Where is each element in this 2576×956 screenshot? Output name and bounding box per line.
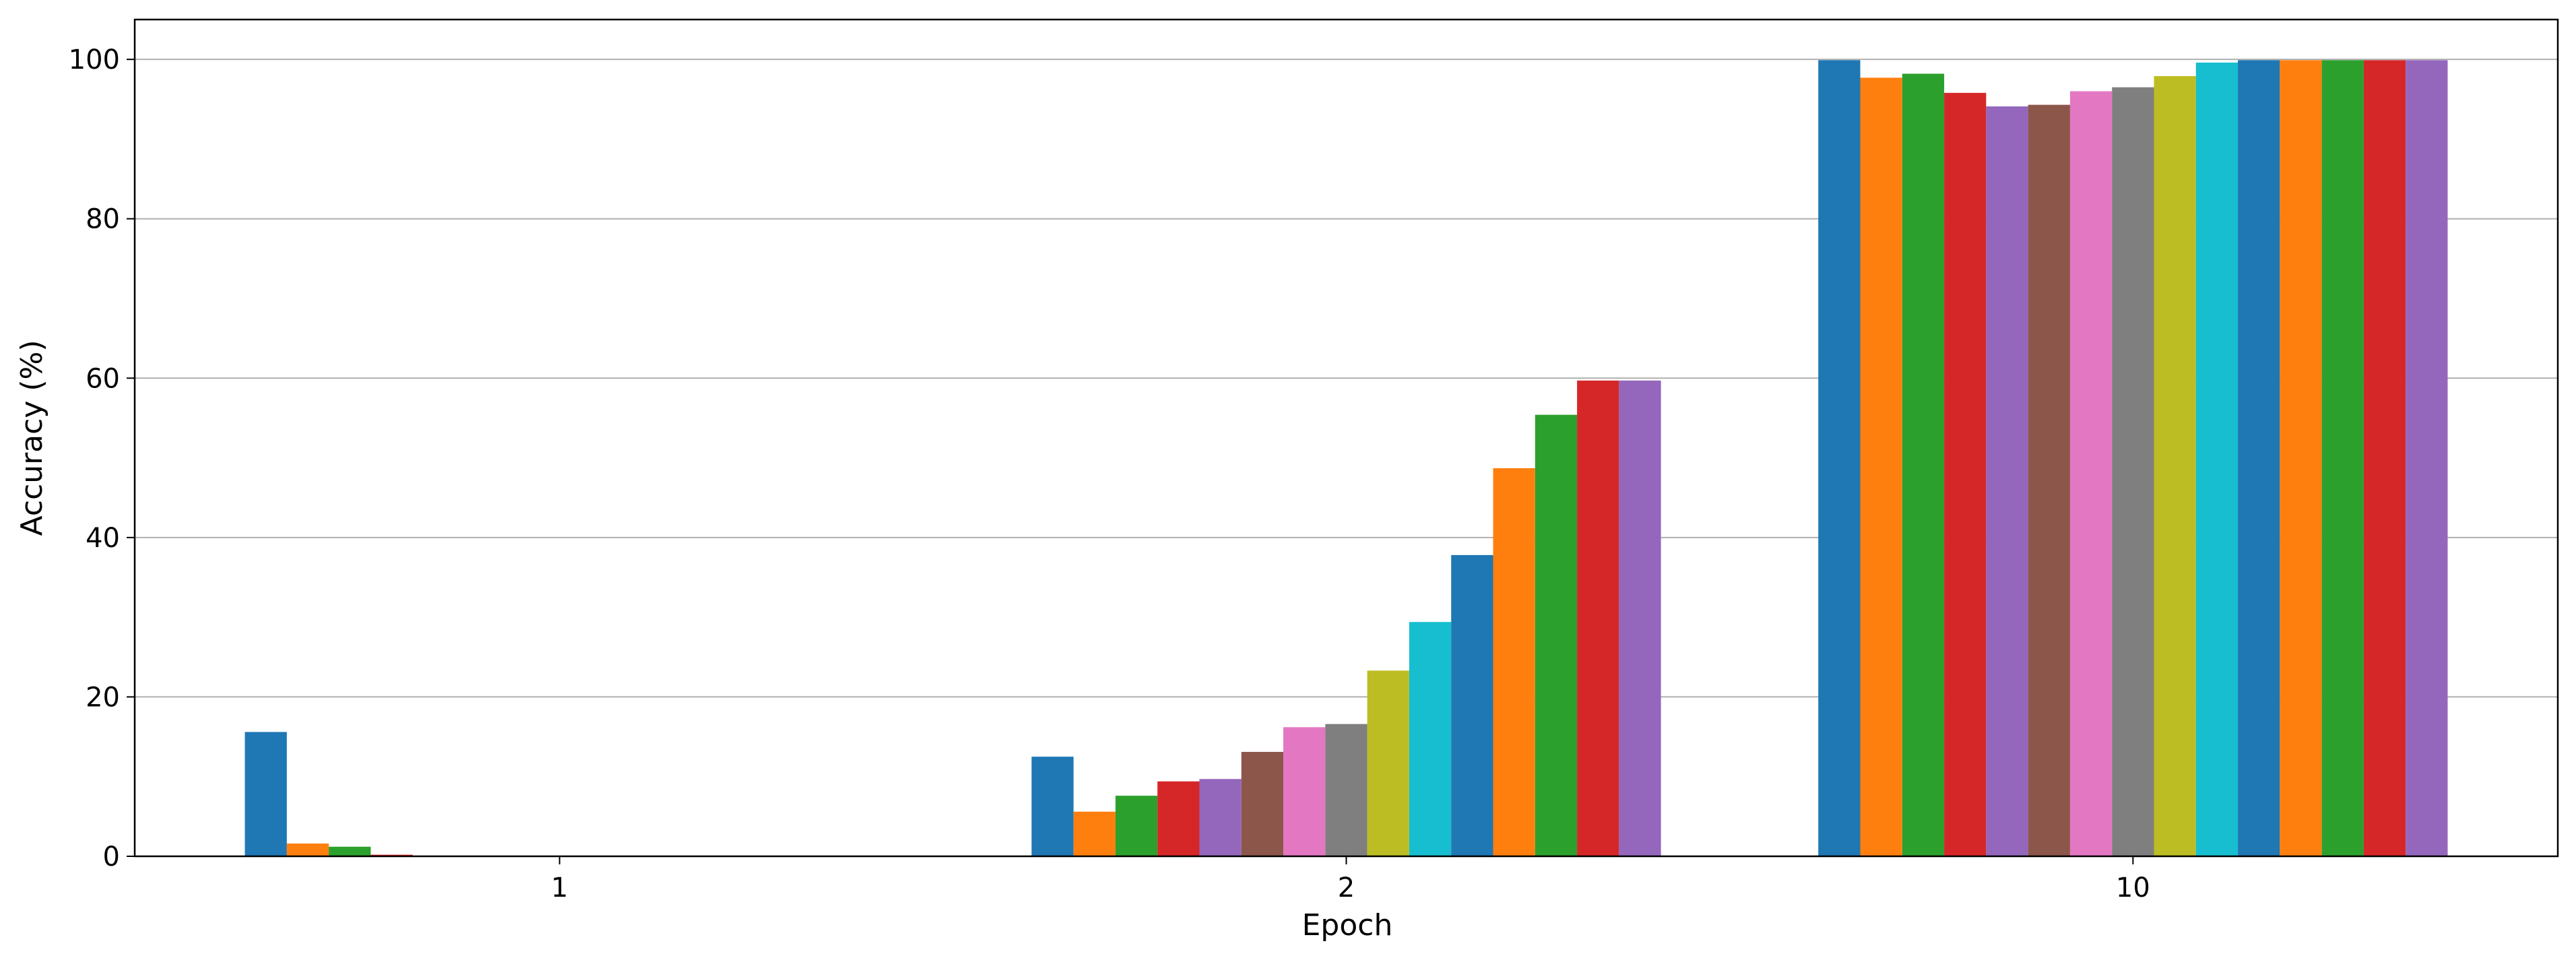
bar [2069, 91, 2113, 856]
bar [2112, 87, 2154, 857]
bar [1157, 781, 1200, 856]
bar [2238, 60, 2280, 857]
bar [1944, 92, 1987, 856]
x-tick-label: 1 [551, 872, 568, 903]
bar [1073, 811, 1116, 856]
bar [1619, 380, 1661, 856]
bar [1115, 796, 1158, 856]
y-tick-label: 0 [103, 841, 120, 872]
bar [286, 843, 329, 856]
bar [2028, 104, 2070, 857]
y-axis-label: Accuracy (%) [15, 340, 49, 536]
bar [1451, 554, 1493, 856]
bar [1241, 752, 1284, 856]
bar [1986, 106, 2028, 857]
bar [2280, 60, 2322, 857]
x-axis-label: Epoch [1302, 908, 1393, 943]
x-tick-label: 10 [2116, 872, 2150, 903]
y-tick-label: 80 [86, 204, 120, 235]
y-tick-label: 100 [69, 44, 120, 75]
bar [1283, 727, 1326, 856]
bar [1031, 757, 1074, 856]
bar [329, 846, 371, 856]
bar [2321, 60, 2364, 857]
bar [1325, 724, 1367, 856]
bar [1818, 60, 1861, 857]
bar [2195, 62, 2239, 857]
bar [1902, 73, 1945, 856]
y-tick-label: 60 [86, 363, 120, 394]
bar [1367, 670, 1409, 856]
bar [1535, 414, 1578, 856]
bar [2363, 60, 2406, 857]
bar [2406, 60, 2448, 857]
y-tick-label: 40 [86, 523, 120, 554]
bar [1409, 622, 1452, 856]
plot-frame [133, 18, 2559, 858]
bar [1199, 779, 1242, 856]
bar [1860, 77, 1902, 856]
y-tick-label: 20 [86, 682, 120, 713]
x-tick-label: 2 [1338, 872, 1355, 903]
bar [1493, 468, 1535, 856]
bar [1577, 380, 1619, 856]
bar [2154, 75, 2196, 856]
bar [245, 732, 287, 856]
